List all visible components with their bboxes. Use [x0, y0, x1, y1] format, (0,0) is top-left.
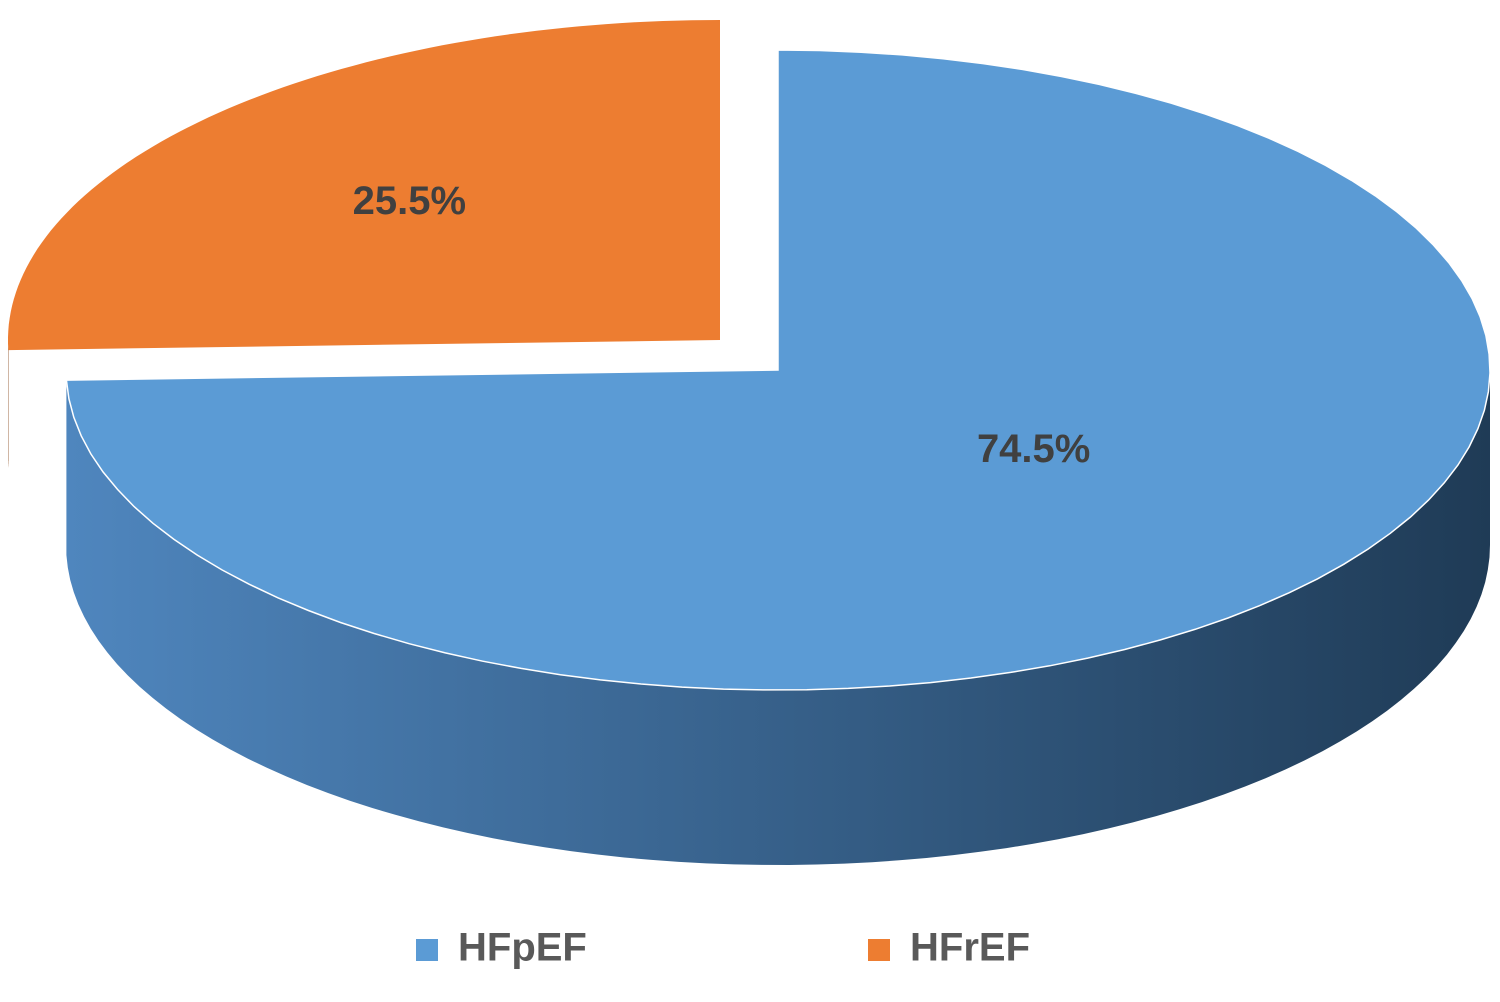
legend-label: HFpEF	[458, 926, 587, 970]
slice	[65, 49, 1491, 691]
slice-side	[66, 370, 1490, 865]
legend-label: HFrEF	[910, 926, 1030, 970]
legend-swatch	[868, 939, 890, 961]
data-label: 74.5%	[977, 427, 1090, 471]
slice	[8, 20, 720, 351]
legend-swatch	[416, 939, 438, 961]
data-label: 25.5%	[353, 179, 466, 223]
